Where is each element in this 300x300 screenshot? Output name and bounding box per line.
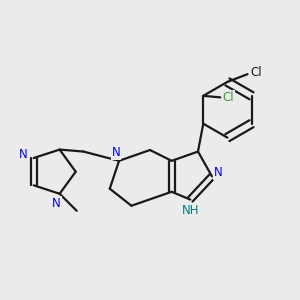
Text: Cl: Cl [223, 91, 235, 104]
Text: NH: NH [182, 204, 199, 217]
Text: N: N [19, 148, 27, 161]
Text: Cl: Cl [250, 66, 262, 79]
Text: N: N [214, 166, 223, 179]
Text: N: N [112, 146, 120, 159]
Text: N: N [52, 196, 61, 209]
